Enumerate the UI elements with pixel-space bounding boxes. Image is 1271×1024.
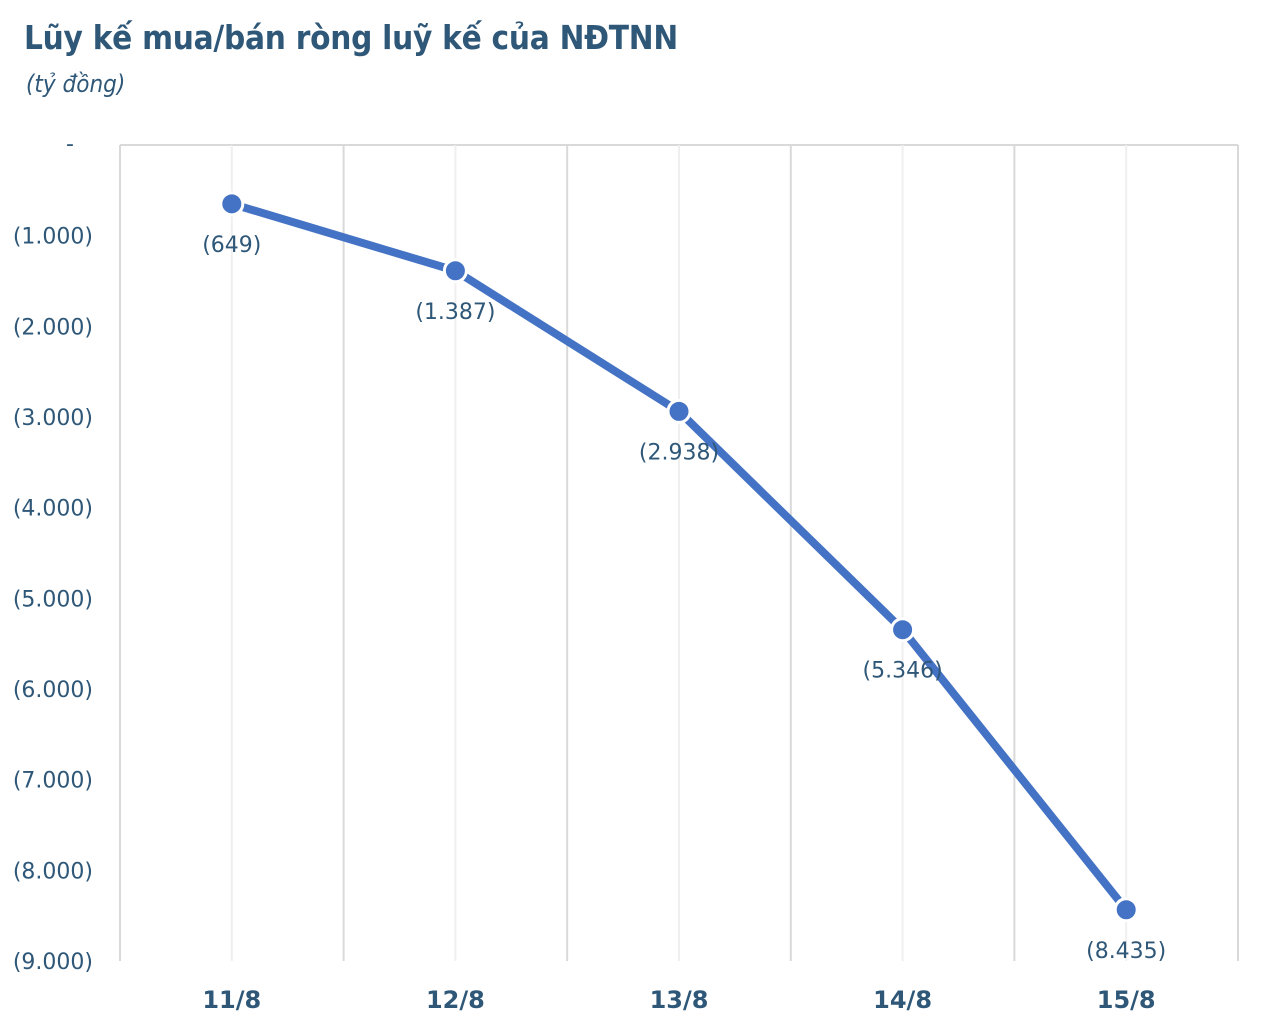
x-tick-label: 11/8: [202, 986, 261, 1014]
chart-title: Lũy kế mua/bán ròng luỹ kế của NĐTNN: [24, 18, 678, 57]
data-series: [219, 191, 1139, 923]
data-point-marker: [666, 398, 692, 424]
y-tick-label: (7.000): [13, 769, 93, 794]
y-tick-label: (2.000): [13, 315, 93, 340]
data-label: (1.387): [415, 300, 495, 325]
data-point-marker: [219, 191, 245, 217]
y-tick-label: (1.000): [13, 225, 93, 250]
y-tick-label: (3.000): [13, 406, 93, 431]
data-point-marker: [890, 617, 916, 643]
chart-subtitle: (tỷ đồng): [26, 70, 126, 98]
x-tick-label: 13/8: [650, 986, 709, 1014]
y-tick-label: (9.000): [13, 950, 93, 975]
data-labels: (649) (1.387) (2.938) (5.346) (8.435): [202, 233, 1166, 964]
y-axis-labels: - (1.000) (2.000) (3.000) (4.000) (5.000) (6.0…: [13, 132, 93, 975]
gridlines: [119, 144, 1239, 961]
y-tick-label: -: [66, 132, 74, 157]
y-tick-label: (6.000): [13, 678, 93, 703]
data-label: (2.938): [639, 440, 719, 465]
data-label: (5.346): [863, 659, 943, 684]
x-axis-labels: 11/8 12/8 13/8 14/8 15/8: [202, 986, 1155, 1014]
data-point-marker: [1113, 897, 1139, 923]
data-label: (649): [202, 233, 261, 258]
y-tick-label: (5.000): [13, 587, 93, 612]
x-tick-label: 12/8: [426, 986, 485, 1014]
x-tick-label: 14/8: [873, 986, 932, 1014]
y-tick-label: (8.000): [13, 859, 93, 884]
y-tick-label: (4.000): [13, 497, 93, 522]
data-point-marker: [442, 258, 468, 284]
data-label: (8.435): [1086, 939, 1166, 964]
x-tick-label: 15/8: [1097, 986, 1156, 1014]
